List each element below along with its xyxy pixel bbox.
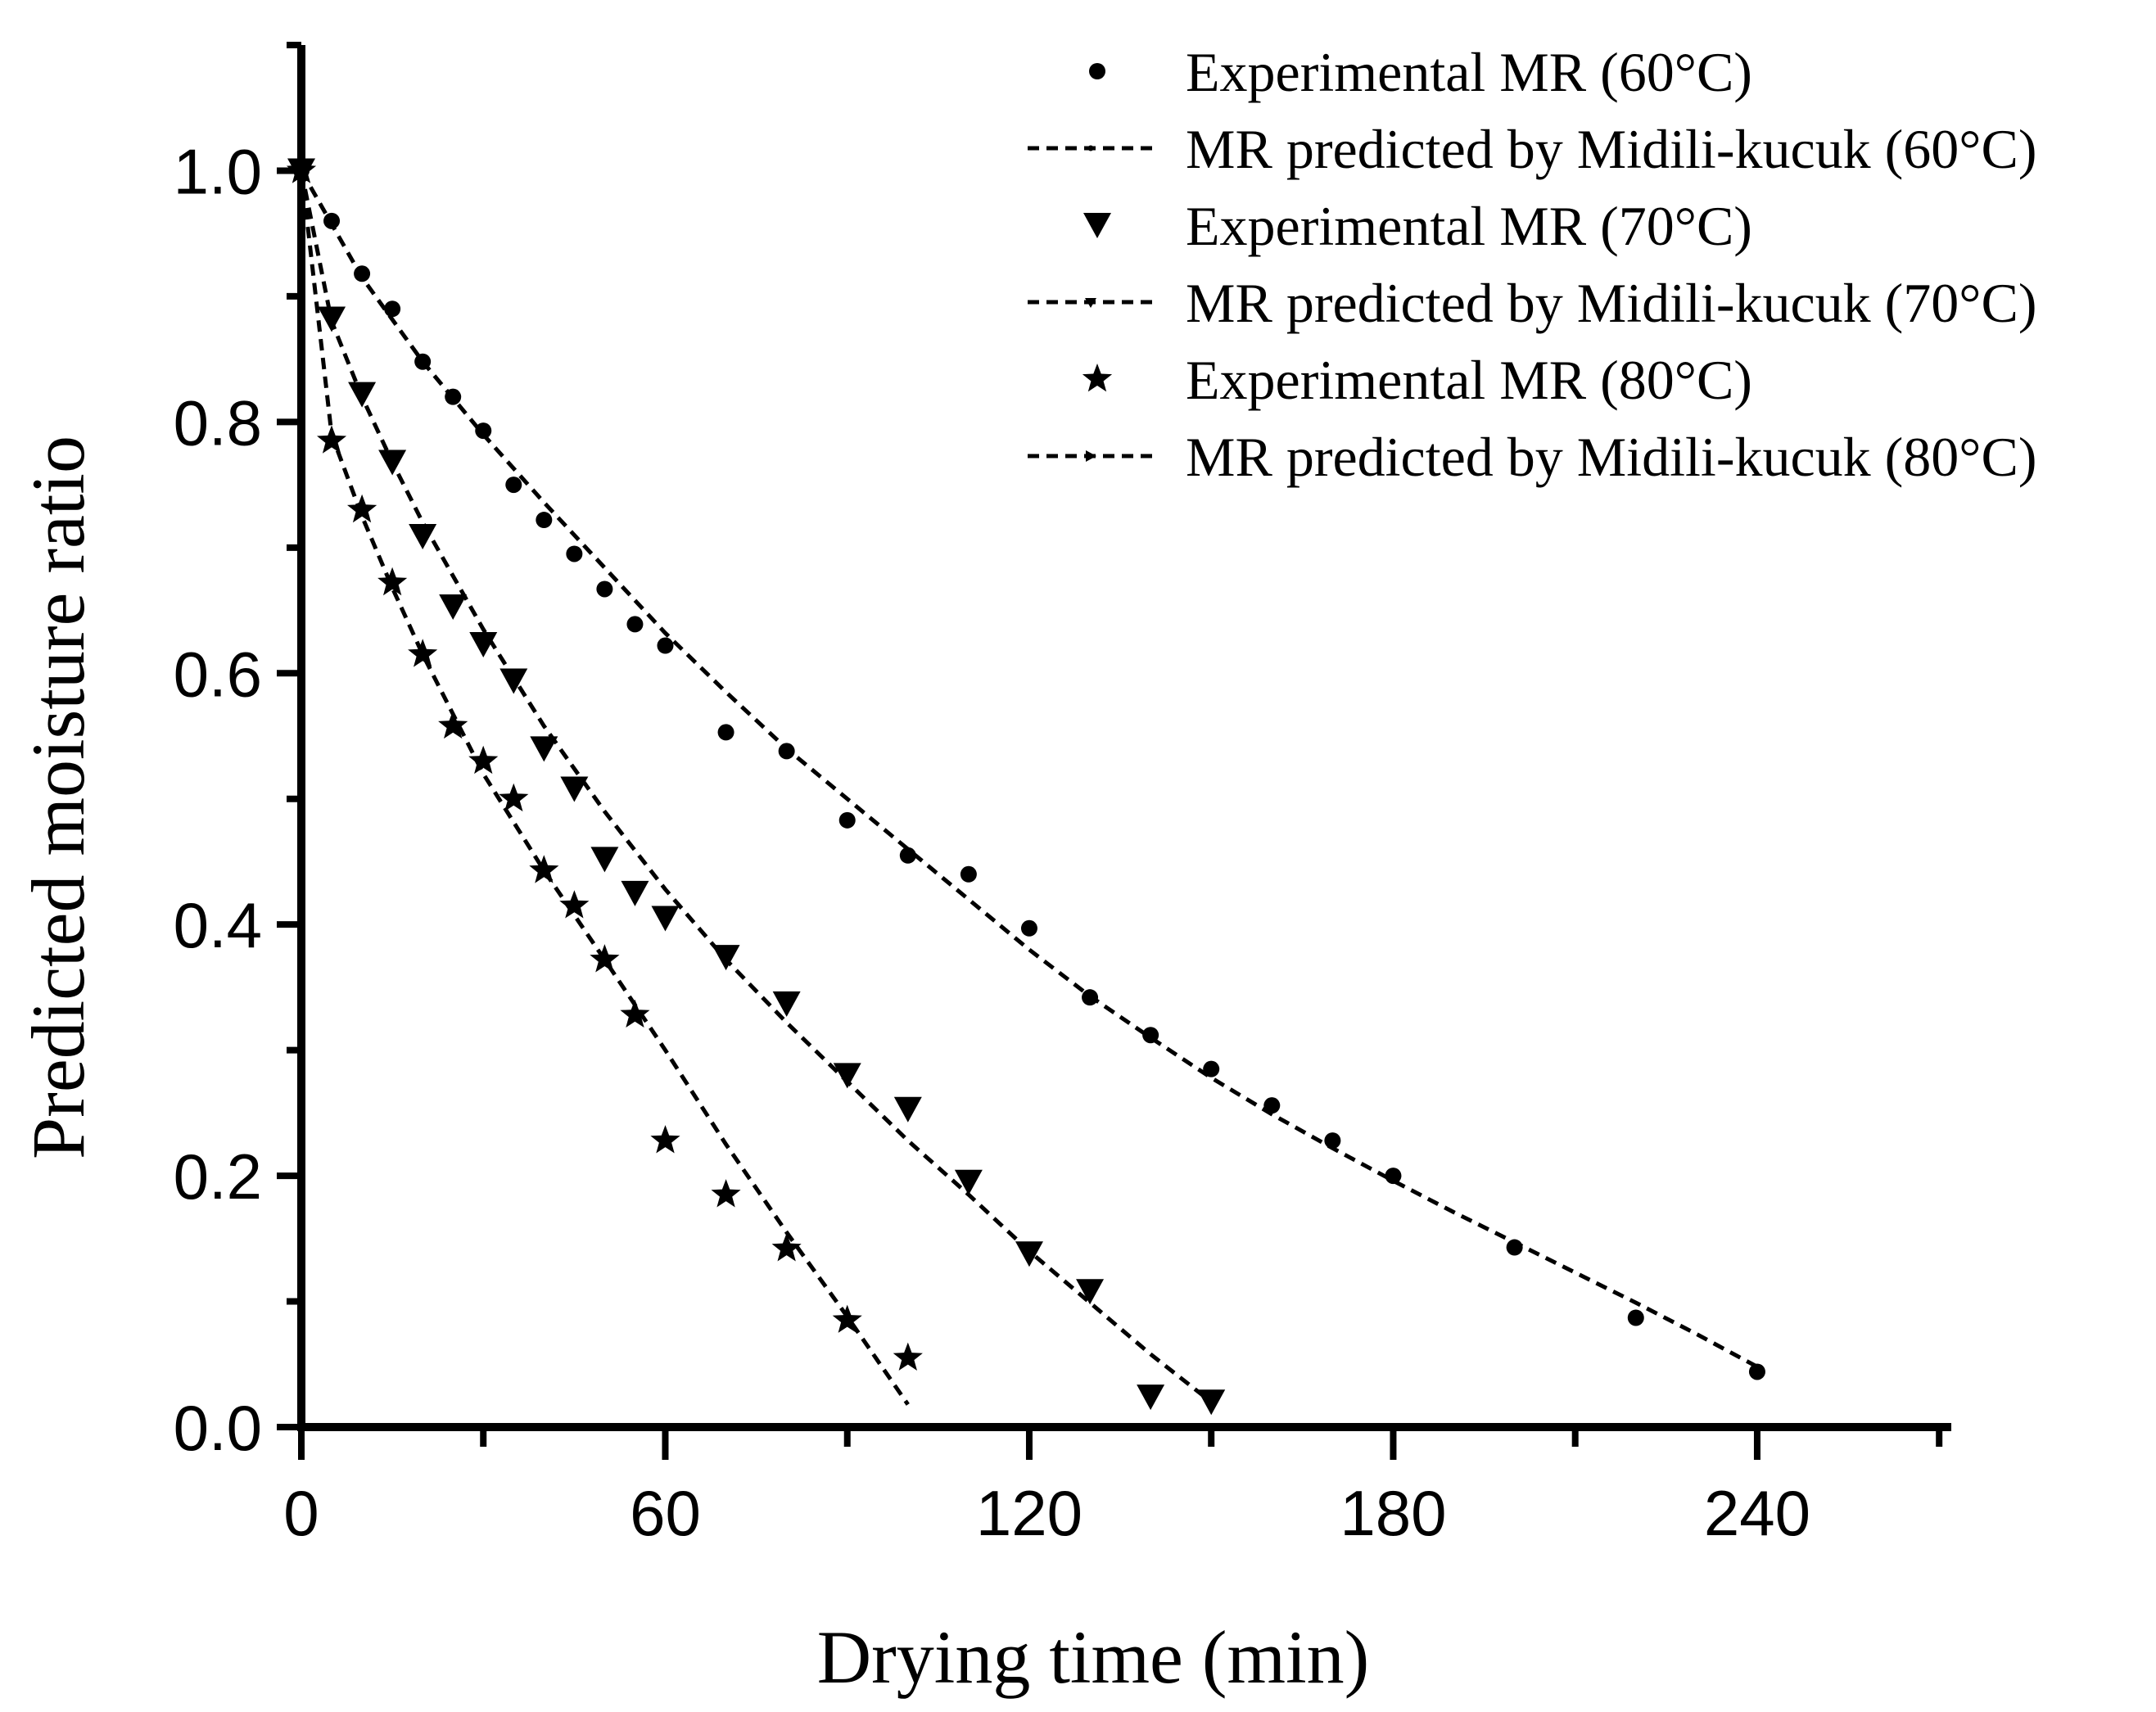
data-point <box>626 616 644 633</box>
axes <box>277 42 1951 1460</box>
legend-entry-5: Experimental MR (80°C) <box>1082 349 1752 411</box>
legend-marker <box>1082 364 1113 392</box>
x-tick-label: 240 <box>1704 1477 1810 1549</box>
legend-label: MR predicted by Midili-kucuk (60°C) <box>1186 118 2037 180</box>
data-point <box>772 991 801 1017</box>
legend-entry-3: Experimental MR (70°C) <box>1083 195 1752 257</box>
x-tick-label: 180 <box>1340 1477 1446 1549</box>
data-point <box>657 637 674 654</box>
y-tick-label: 0.2 <box>174 1141 262 1213</box>
legend-entry-2: MR predicted by Midili-kucuk (60°C) <box>1028 118 2037 180</box>
data-point <box>1748 1363 1765 1380</box>
legend-marker <box>1085 298 1096 308</box>
data-point <box>377 567 408 596</box>
series-6 <box>299 170 910 1406</box>
data-point <box>651 906 680 932</box>
legend-label: Experimental MR (80°C) <box>1186 349 1752 411</box>
data-point <box>596 580 613 598</box>
series-2 <box>299 169 1759 1369</box>
data-point <box>530 736 558 762</box>
legend-label: MR predicted by Midili-kucuk (70°C) <box>1186 272 2037 334</box>
data-point <box>1076 1279 1105 1305</box>
data-point <box>832 1304 862 1333</box>
x-axis-title: Drying time (min) <box>817 1615 1370 1699</box>
fit-line <box>299 170 910 1406</box>
data-point <box>536 512 553 529</box>
x-tick-label: 0 <box>283 1477 319 1549</box>
y-tick-label: 0.0 <box>174 1392 262 1464</box>
data-point <box>347 494 377 523</box>
legend-marker <box>1089 63 1105 79</box>
y-tick-label: 1.0 <box>174 135 262 207</box>
data-point <box>838 811 856 829</box>
x-tick-label: 120 <box>976 1477 1083 1549</box>
data-point <box>566 545 583 562</box>
data-point <box>1020 919 1037 937</box>
data-point <box>771 1233 802 1262</box>
data-point <box>505 477 522 494</box>
data-point <box>1324 1132 1341 1150</box>
legend-label: Experimental MR (60°C) <box>1186 41 1752 103</box>
x-tick-label: 60 <box>630 1477 701 1549</box>
data-point <box>711 1179 741 1208</box>
legend-label: Experimental MR (70°C) <box>1186 195 1752 257</box>
data-point <box>717 724 734 741</box>
data-point <box>438 710 468 739</box>
legend-marker <box>1086 450 1096 462</box>
legend-marker <box>1087 145 1094 151</box>
y-axis-title: Predicted moisture ratio <box>16 436 100 1159</box>
data-point <box>954 1169 983 1195</box>
series-4 <box>299 170 1213 1404</box>
y-tick-label: 0.4 <box>174 889 262 961</box>
data-point <box>439 594 468 620</box>
series-layer <box>286 155 1765 1416</box>
data-point <box>893 1342 923 1371</box>
data-point <box>499 783 529 812</box>
data-point <box>1015 1241 1043 1267</box>
data-point <box>408 639 438 667</box>
legend-label: MR predicted by Midili-kucuk (80°C) <box>1186 426 2037 488</box>
data-point <box>899 847 916 864</box>
data-point <box>620 999 650 1028</box>
legend-entry-4: MR predicted by Midili-kucuk (70°C) <box>1028 272 2037 334</box>
legend-entry-6: MR predicted by Midili-kucuk (80°C) <box>1028 426 2037 488</box>
tick-labels: 0 60 120 180 240 0.0 0.2 0.4 0.6 0.8 1.0 <box>174 135 1810 1549</box>
data-point <box>384 300 401 318</box>
data-point <box>893 1096 922 1123</box>
data-point <box>650 1125 680 1154</box>
data-point <box>621 880 649 906</box>
data-point <box>960 865 977 883</box>
legend-marker <box>1083 213 1111 238</box>
data-point <box>1627 1309 1644 1326</box>
data-point <box>833 1063 861 1089</box>
fit-line <box>299 169 1759 1369</box>
data-point <box>1137 1385 1165 1411</box>
data-point <box>560 776 589 802</box>
data-point <box>409 524 437 550</box>
fit-line <box>299 170 1213 1404</box>
data-point <box>1197 1389 1226 1416</box>
y-tick-label: 0.6 <box>174 638 262 710</box>
legend-entry-1: Experimental MR (60°C) <box>1089 41 1752 103</box>
data-point <box>559 890 590 919</box>
data-point <box>529 855 559 883</box>
y-tick-label: 0.8 <box>174 386 262 458</box>
data-point <box>590 847 619 873</box>
data-point <box>468 745 499 775</box>
legend: Experimental MR (60°C) MR predicted by Mi… <box>1028 41 2037 488</box>
data-point <box>1385 1168 1402 1185</box>
